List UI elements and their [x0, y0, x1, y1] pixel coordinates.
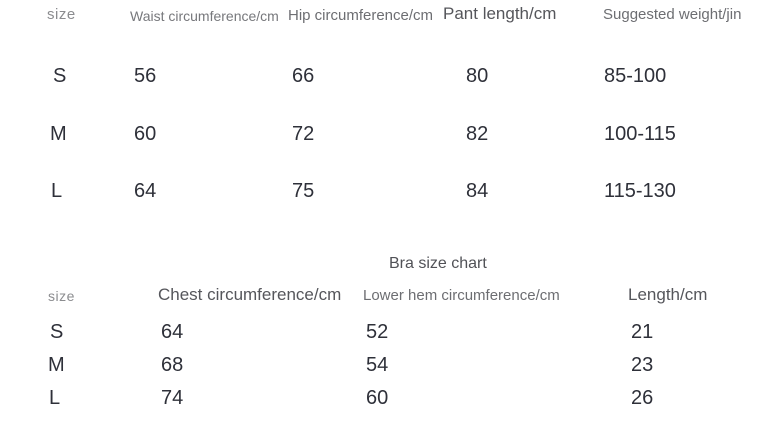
pants-cell-waist: 60	[134, 123, 157, 145]
bra-header-size: size	[48, 288, 75, 304]
bra-cell-lower-hem: 52	[366, 321, 389, 343]
pants-cell-hip: 75	[292, 180, 315, 202]
pants-cell-size: L	[51, 180, 63, 202]
pants-header-waist: Waist circumference/cm	[130, 8, 279, 24]
bra-cell-length: 26	[631, 387, 654, 409]
pants-cell-size: M	[50, 123, 67, 145]
bra-cell-chest: 64	[161, 321, 184, 343]
bra-table-title: Bra size chart	[389, 255, 487, 272]
pants-header-suggested-weight: Suggested weight/jin	[603, 6, 742, 23]
pants-cell-hip: 72	[292, 123, 315, 145]
bra-cell-size: M	[48, 354, 65, 376]
bra-cell-chest: 68	[161, 354, 184, 376]
bra-cell-length: 23	[631, 354, 654, 376]
pants-cell-weight: 85-100	[604, 65, 667, 87]
bra-cell-lower-hem: 54	[366, 354, 389, 376]
bra-header-lower-hem: Lower hem circumference/cm	[363, 287, 560, 304]
pants-cell-length: 82	[466, 123, 489, 145]
bra-cell-size: S	[50, 321, 64, 343]
bra-cell-lower-hem: 60	[366, 387, 389, 409]
pants-header-pant-length: Pant length/cm	[443, 4, 557, 23]
pants-cell-weight: 115-130	[604, 180, 676, 202]
pants-cell-waist: 64	[134, 180, 157, 202]
bra-header-length: Length/cm	[628, 285, 708, 304]
bra-cell-length: 21	[631, 321, 654, 343]
pants-header-hip: Hip circumference/cm	[288, 7, 434, 24]
bra-cell-size: L	[49, 387, 61, 409]
bra-cell-chest: 74	[161, 387, 184, 409]
pants-cell-weight: 100-115	[604, 123, 676, 145]
pants-cell-length: 84	[466, 180, 489, 202]
pants-cell-waist: 56	[134, 65, 157, 87]
pants-cell-length: 80	[466, 65, 489, 87]
bra-header-chest: Chest circumference/cm	[158, 285, 342, 304]
pants-cell-size: S	[53, 65, 67, 87]
pants-cell-hip: 66	[292, 65, 315, 87]
pants-header-size: size	[47, 6, 76, 23]
